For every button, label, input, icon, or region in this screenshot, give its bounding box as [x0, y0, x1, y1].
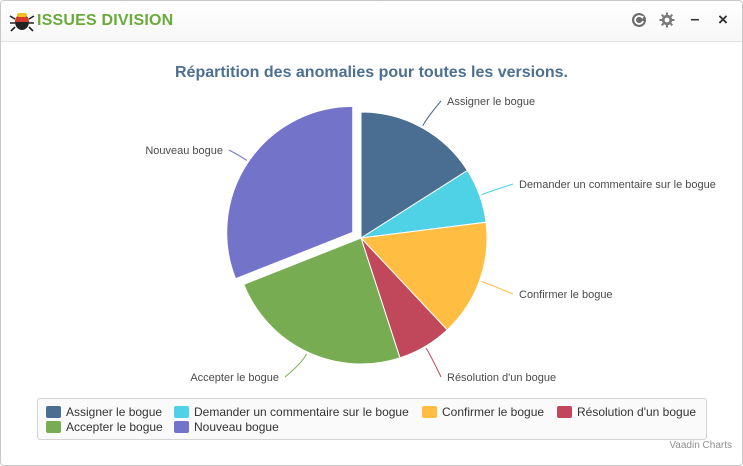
pie-chart: Assigner le bogue Demander un commentaire… — [145, 96, 716, 384]
window-title: ISSUES DIVISION — [37, 12, 174, 29]
legend-label: Assigner le bogue — [66, 405, 163, 419]
legend-swatch — [174, 406, 189, 418]
legend-label: Résolution d'un bogue — [577, 405, 697, 419]
pie-data-label-5: Accepter le bogue — [190, 372, 279, 384]
legend-item-5[interactable]: Accepter le bogue — [46, 420, 163, 434]
legend-label: Accepter le bogue — [66, 420, 163, 434]
window-titlebar: ISSUES DIVISION – × — [1, 1, 742, 42]
legend-swatch — [422, 406, 437, 418]
minimize-button[interactable]: – — [690, 11, 700, 28]
pie-connector-3 — [481, 280, 514, 295]
chart-title: Répartition des anomalies pour toutes le… — [175, 64, 568, 81]
legend-item-1[interactable]: Assigner le bogue — [46, 405, 162, 419]
pie-data-label-6: Nouveau bogue — [145, 145, 223, 157]
legend-item-4[interactable]: Résolution d'un bogue — [557, 405, 696, 419]
close-button[interactable]: × — [718, 10, 728, 29]
pie-slice-1[interactable] — [360, 111, 469, 239]
pie-data-label-1: Assigner le bogue — [447, 96, 535, 108]
chart-credits[interactable]: Vaadin Charts — [669, 440, 732, 451]
legend-label: Nouveau bogue — [194, 420, 279, 434]
chart-legend: Assigner le bogue Demander un commentaire… — [37, 398, 707, 440]
legend-item-2[interactable]: Demander un commentaire sur le bogue — [174, 405, 409, 419]
pie-connector-5 — [284, 353, 307, 378]
pie-slice-3[interactable] — [359, 221, 488, 331]
legend-item-6[interactable]: Nouveau bogue — [174, 420, 279, 434]
legend-swatch — [46, 406, 61, 418]
chart-area: Répartition des anomalies pour toutes le… — [1, 42, 742, 465]
pie-slice-6[interactable] — [226, 105, 354, 280]
pie-data-label-3: Confirmer le bogue — [519, 289, 613, 301]
legend-label: Demander un commentaire sur le bogue — [194, 405, 409, 419]
pie-connector-4 — [425, 347, 442, 378]
legend-item-3[interactable]: Confirmer le bogue — [422, 405, 544, 419]
legend-label: Confirmer le bogue — [442, 405, 545, 419]
pie-connector-1 — [422, 100, 442, 127]
refresh-icon[interactable] — [630, 11, 648, 29]
bug-logo-icon — [9, 9, 35, 33]
pie-data-label-2: Demander un commentaire sur le bogue — [519, 179, 716, 191]
legend-swatch — [557, 406, 572, 418]
pie-connector-2 — [481, 183, 514, 196]
window-controls: – × — [630, 10, 732, 29]
legend-swatch — [46, 421, 61, 433]
pie-slice-5[interactable] — [243, 237, 401, 365]
pie-connector-6 — [228, 149, 248, 161]
gear-icon[interactable] — [658, 11, 676, 29]
pie-data-label-4: Résolution d'un bogue — [447, 372, 556, 384]
legend-swatch — [174, 421, 189, 433]
